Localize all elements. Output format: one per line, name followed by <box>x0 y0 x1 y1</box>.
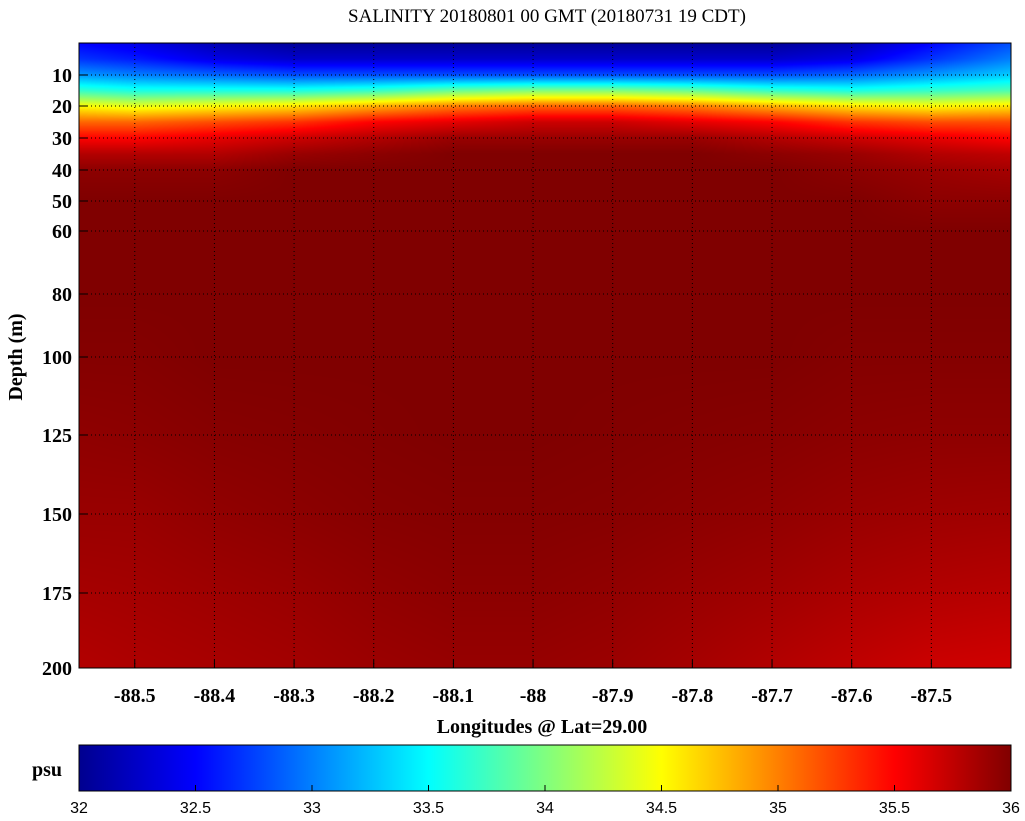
colorbar-tick-label: 32 <box>70 800 88 817</box>
y-tick-label: 50 <box>52 191 72 213</box>
x-axis: -88.5 -88.4 -88.3 -88.2 -88.1 -88 -87.9 -87.8 -8… <box>114 660 952 707</box>
y-tick-label: 60 <box>52 221 72 243</box>
plot-frame <box>78 42 1012 669</box>
colorbar-tick-label: 32.5 <box>180 800 211 817</box>
y-tick-label: 125 <box>42 425 72 447</box>
x-tick-label: -88.3 <box>273 685 315 707</box>
x-axis-label: Longitudes @ Lat=29.00 <box>437 716 648 738</box>
y-tick-label: 175 <box>42 583 72 605</box>
colorbar-tick-label: 35 <box>769 800 787 817</box>
x-tick-label: -88.1 <box>433 685 475 707</box>
colorbar-tick-label: 36 <box>1002 800 1020 817</box>
y-tick-label: 10 <box>52 65 72 87</box>
colorbar-ticks: 32 32.5 33 33.5 34 34.5 35 35.5 36 <box>70 785 1020 817</box>
x-tick-label: -88 <box>520 685 547 707</box>
x-tick-label: -88.2 <box>353 685 395 707</box>
y-tick-label: 30 <box>52 128 72 150</box>
y-tick-label: 200 <box>42 658 72 680</box>
y-tick-label: 150 <box>42 504 72 526</box>
x-tick-label: -87.8 <box>672 685 714 707</box>
x-tick-label: -87.9 <box>592 685 634 707</box>
chart-title: SALINITY 20180801 00 GMT (20180731 19 CD… <box>348 6 746 27</box>
colorbar-tick-label: 33 <box>303 800 321 817</box>
x-tick-label: -88.5 <box>114 685 156 707</box>
x-tick-label: -88.4 <box>194 685 236 707</box>
colorbar <box>78 744 1012 792</box>
y-axis-label: Depth (m) <box>5 313 27 400</box>
x-tick-label: -87.5 <box>911 685 953 707</box>
colorbar-tick-label: 35.5 <box>879 800 910 817</box>
colorbar-tick-label: 33.5 <box>413 800 444 817</box>
colorbar-tick-label: 34.5 <box>646 800 677 817</box>
y-tick-label: 80 <box>52 284 72 306</box>
y-axis: 10 20 30 40 50 60 80 100 125 150 175 200 <box>42 65 87 680</box>
colorbar-unit-label: psu <box>32 759 62 781</box>
colorbar-tick-label: 34 <box>536 800 554 817</box>
salinity-heatmap <box>79 43 1011 668</box>
y-tick-label: 40 <box>52 160 72 182</box>
x-tick-label: -87.6 <box>831 685 873 707</box>
y-tick-label: 100 <box>42 347 72 369</box>
y-tick-label: 20 <box>52 96 72 118</box>
plot-area <box>79 43 1011 668</box>
x-tick-label: -87.7 <box>751 685 793 707</box>
